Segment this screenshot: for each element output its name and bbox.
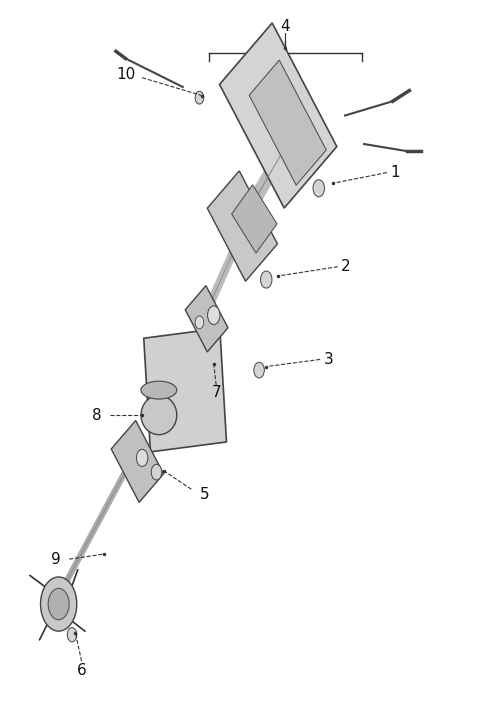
Text: 4: 4	[280, 19, 290, 34]
Text: 9: 9	[51, 551, 61, 566]
Circle shape	[151, 464, 162, 480]
Polygon shape	[207, 171, 277, 281]
Circle shape	[48, 589, 69, 620]
Circle shape	[195, 91, 204, 104]
Circle shape	[136, 450, 148, 466]
Ellipse shape	[141, 381, 177, 399]
Circle shape	[261, 271, 272, 288]
Circle shape	[195, 316, 204, 329]
Polygon shape	[185, 286, 228, 352]
Text: 2: 2	[341, 259, 351, 274]
Polygon shape	[219, 23, 337, 208]
Text: 8: 8	[92, 407, 102, 422]
Polygon shape	[249, 60, 326, 185]
Circle shape	[207, 306, 220, 324]
Text: 10: 10	[116, 67, 135, 82]
Circle shape	[313, 180, 324, 197]
Text: 7: 7	[211, 384, 221, 400]
Circle shape	[67, 628, 77, 642]
Polygon shape	[111, 420, 164, 503]
Text: 6: 6	[77, 663, 86, 678]
Text: 3: 3	[324, 352, 333, 367]
Circle shape	[40, 577, 77, 632]
Ellipse shape	[141, 395, 177, 435]
Text: 1: 1	[390, 165, 400, 180]
Text: 5: 5	[199, 488, 209, 503]
Circle shape	[254, 362, 264, 378]
Polygon shape	[232, 185, 277, 253]
Polygon shape	[144, 328, 227, 452]
